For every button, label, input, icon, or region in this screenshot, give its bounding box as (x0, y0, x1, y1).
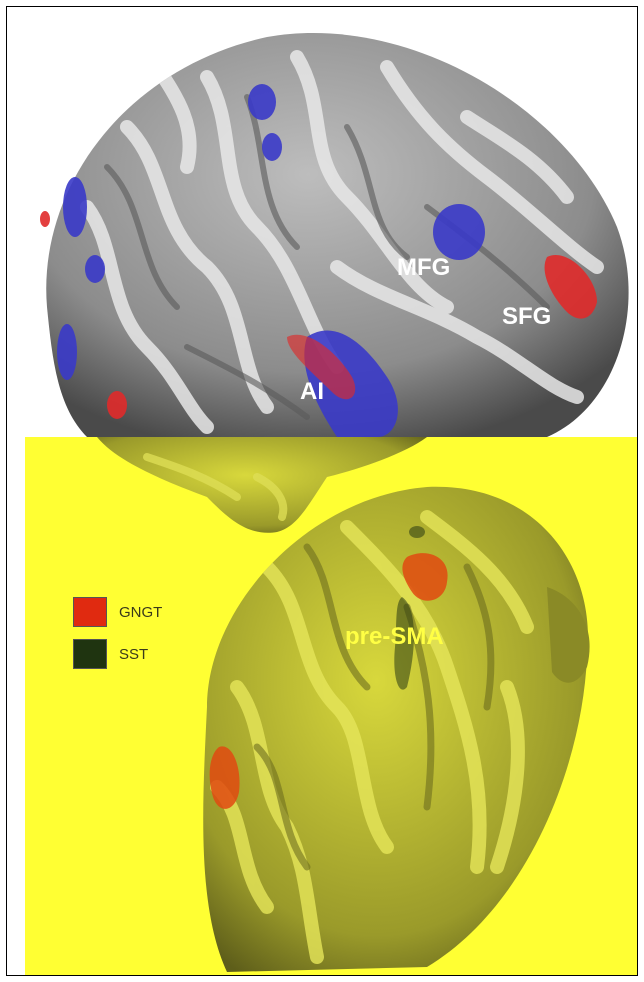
medial-brain-surface (203, 486, 590, 972)
legend: GNGT SST (73, 597, 162, 681)
legend-label-sst: SST (119, 645, 149, 663)
figure-frame: MFG SFG AI pre-SMA GNGT SST (6, 6, 638, 976)
temporal-lobe (97, 437, 427, 533)
legend-item-gngt: GNGT (73, 597, 162, 627)
legend-swatch-gngt (73, 597, 107, 627)
legend-swatch-sst (73, 639, 107, 669)
brain-figure: MFG SFG AI pre-SMA (25, 32, 637, 975)
label-sfg: SFG (502, 303, 551, 330)
lateral-brain-surface (40, 32, 629, 437)
legend-item-sst: SST (73, 639, 162, 669)
label-pre-sma: pre-SMA (345, 623, 444, 650)
legend-label-gngt: GNGT (119, 603, 163, 621)
label-mfg: MFG (397, 254, 450, 281)
label-ai: AI (300, 378, 324, 405)
